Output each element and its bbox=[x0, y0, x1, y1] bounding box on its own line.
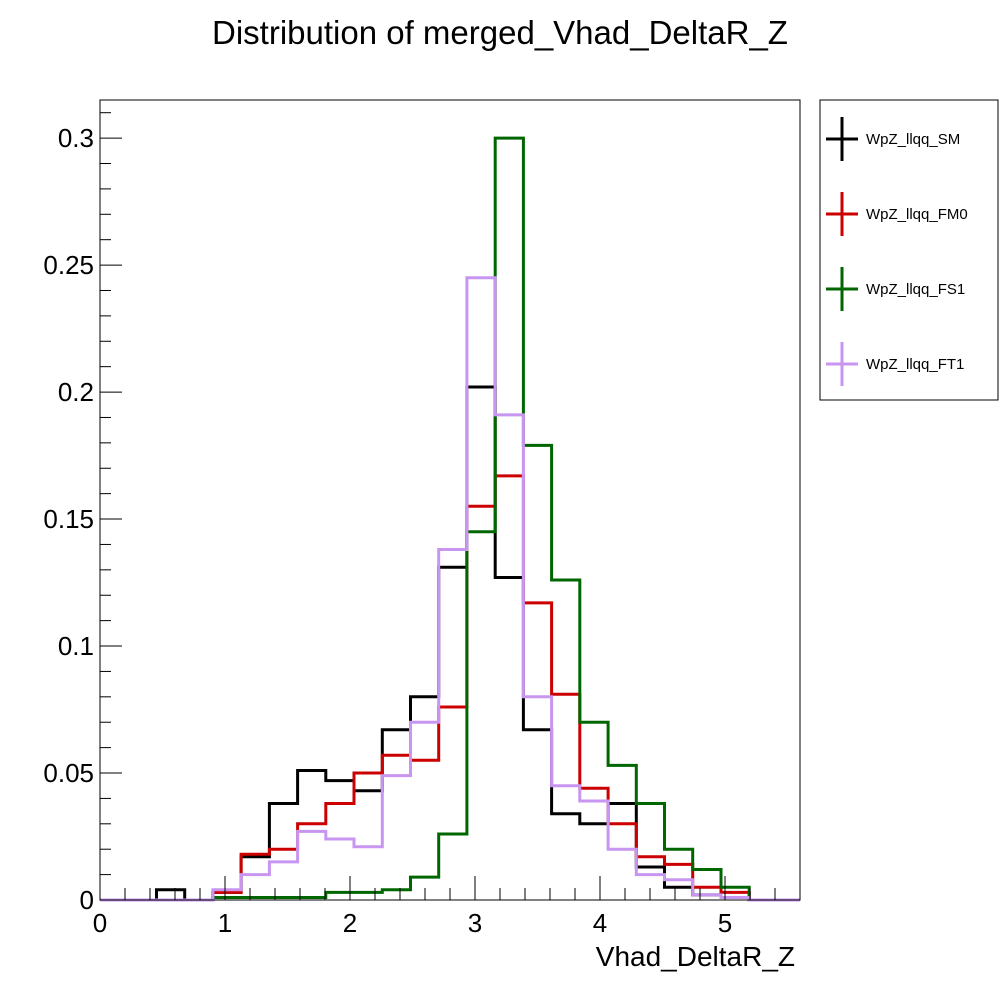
x-tick-label: 1 bbox=[218, 908, 232, 938]
plot-frame bbox=[99, 99, 801, 901]
y-tick-label: 0 bbox=[80, 885, 94, 915]
x-tick-label: 0 bbox=[93, 908, 107, 938]
axes-layer: 0 0.05 0.1 0.15 0.2 0.25 0.3 0 1 2 3 4 5 bbox=[43, 112, 801, 938]
x-tick-label: 5 bbox=[718, 908, 732, 938]
y-tick-label: 0.05 bbox=[43, 758, 94, 788]
y-tick-label: 0.3 bbox=[58, 123, 94, 153]
histogram-layer bbox=[100, 136, 800, 902]
legend-label-WpZ_llqq_FS1: WpZ_llqq_FS1 bbox=[866, 281, 965, 298]
y-tick-label: 0.1 bbox=[58, 631, 94, 661]
x-tick-label: 3 bbox=[468, 908, 482, 938]
legend-label-WpZ_llqq_FT1: WpZ_llqq_FT1 bbox=[866, 356, 964, 373]
series-WpZ_llqq_SM-line bbox=[100, 385, 800, 902]
series-WpZ_llqq_FS1-line bbox=[100, 136, 800, 902]
legend-box bbox=[819, 99, 999, 401]
series-WpZ_llqq_FT1-line bbox=[100, 276, 800, 902]
legend-label-WpZ_llqq_SM: WpZ_llqq_SM bbox=[866, 131, 960, 148]
series-WpZ_llqq_FM0-line bbox=[100, 474, 800, 902]
legend: WpZ_llqq_SM WpZ_llqq_FM0 WpZ_llqq_FS1 WpZ_l… bbox=[819, 99, 999, 401]
x-tick-label: 2 bbox=[343, 908, 357, 938]
legend-label-WpZ_llqq_FM0: WpZ_llqq_FM0 bbox=[866, 206, 968, 223]
x-axis-label: Vhad_DeltaR_Z bbox=[596, 941, 795, 972]
y-tick-label: 0.2 bbox=[58, 377, 94, 407]
y-tick-label: 0.25 bbox=[43, 250, 94, 280]
chart-title: Distribution of merged_Vhad_DeltaR_Z bbox=[212, 14, 788, 51]
y-tick-label: 0.15 bbox=[43, 504, 94, 534]
x-tick-label: 4 bbox=[593, 908, 607, 938]
